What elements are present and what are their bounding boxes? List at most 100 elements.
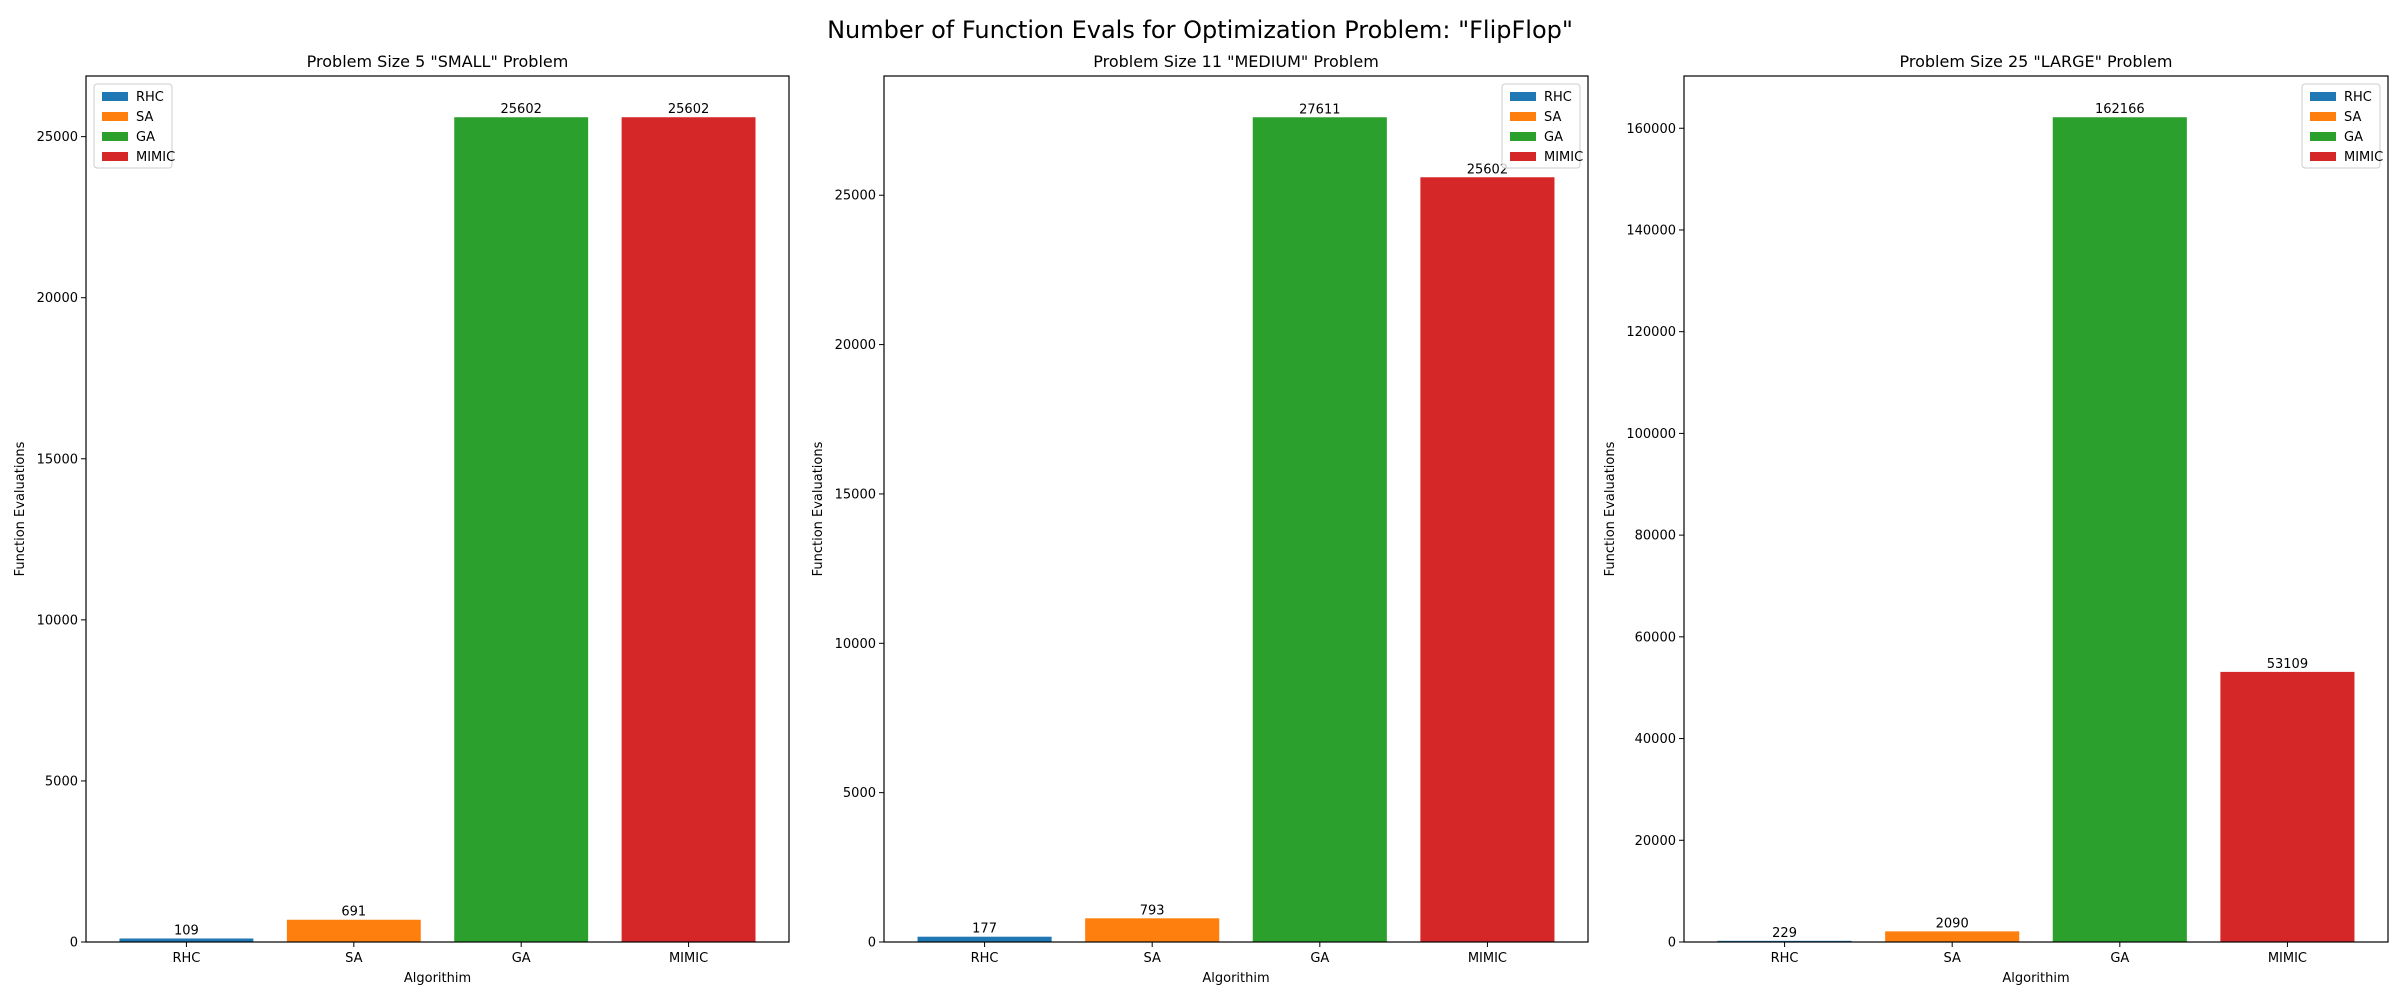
bar-value-label: 53109 <box>2267 657 2308 672</box>
bar-ga <box>1252 117 1387 942</box>
x-axis-label: Algorithim <box>1202 971 1269 986</box>
y-tick-label: 5000 <box>843 786 876 801</box>
axes-frame <box>85 75 790 943</box>
y-tick-label: 20000 <box>835 338 876 353</box>
legend-swatch-sa <box>2310 112 2336 121</box>
legend-box <box>93 83 173 169</box>
x-tick-label: SA <box>1943 951 1960 966</box>
legend-label: GA <box>2344 130 2363 145</box>
y-tick-label: 0 <box>1668 936 1676 951</box>
y-tick-label: 15000 <box>37 452 78 467</box>
x-tick-label: GA <box>512 951 531 966</box>
y-tick-label: 10000 <box>37 613 78 628</box>
bar-value-label: 177 <box>972 922 997 937</box>
y-tick-label: 25000 <box>835 189 876 204</box>
legend-label: SA <box>2344 110 2361 125</box>
chart-title: Problem Size 11 "MEDIUM" Problem <box>1093 52 1379 71</box>
figure-title: Number of Function Evals for Optimizatio… <box>827 16 1573 44</box>
x-tick-label: SA <box>345 951 362 966</box>
legend: RHC SA GA MIMIC <box>93 83 175 169</box>
bar-value-label: 793 <box>1140 903 1165 918</box>
legend-swatch-sa <box>1510 112 1536 121</box>
y-tick-label: 160000 <box>1626 122 1676 137</box>
legend-swatch-ga <box>1510 132 1536 141</box>
bar-ga <box>454 117 589 942</box>
legend-label: RHC <box>136 90 164 105</box>
legend-swatch-rhc <box>1510 92 1536 101</box>
chart-panel-2: Problem Size 11 "MEDIUM" Problem 177 793 27… <box>811 52 1589 986</box>
legend-label: SA <box>136 110 153 125</box>
bar-mimic <box>2220 671 2355 942</box>
y-tick-label: 0 <box>70 936 78 951</box>
x-tick-label: SA <box>1143 951 1160 966</box>
bar-value-label: 25602 <box>501 102 542 117</box>
axes-frame <box>883 75 1589 943</box>
x-tick-label: MIMIC <box>1468 951 1507 966</box>
y-tick-label: 40000 <box>1635 732 1676 747</box>
y-axis-label: Function Evaluations <box>1603 441 1618 576</box>
bar-mimic <box>621 117 756 942</box>
legend-label: SA <box>1544 110 1561 125</box>
legend-swatch-sa <box>102 112 128 121</box>
y-tick-label: 80000 <box>1635 529 1676 544</box>
legend-box <box>1501 83 1581 169</box>
y-tick-label: 0 <box>868 936 876 951</box>
legend-label: RHC <box>2344 90 2372 105</box>
bar-rhc <box>119 938 254 942</box>
y-tick-label: 10000 <box>835 637 876 652</box>
y-tick-label: 120000 <box>1626 325 1676 340</box>
legend-swatch-mimic <box>2310 152 2336 161</box>
bar-rhc <box>917 936 1052 942</box>
y-tick-label: 15000 <box>835 487 876 502</box>
legend-label: GA <box>1544 130 1563 145</box>
x-tick-label: RHC <box>1771 951 1799 966</box>
x-tick-label: RHC <box>172 951 200 966</box>
chart-panel-1: Problem Size 5 "SMALL" Problem 109 691 2560… <box>13 52 790 986</box>
y-axis-label: Function Evaluations <box>811 441 826 576</box>
legend-label: MIMIC <box>2344 150 2383 165</box>
y-tick-label: 140000 <box>1626 223 1676 238</box>
legend-swatch-ga <box>2310 132 2336 141</box>
chart-title: Problem Size 25 "LARGE" Problem <box>1900 52 2173 71</box>
axes-frame <box>1683 75 2389 943</box>
bar-sa <box>1885 931 2020 942</box>
x-tick-label: RHC <box>971 951 999 966</box>
legend: RHC SA GA MIMIC <box>1501 83 1583 169</box>
bar-value-label: 2090 <box>1936 916 1969 931</box>
bar-value-label: 162166 <box>2095 102 2145 117</box>
x-tick-label: MIMIC <box>669 951 708 966</box>
y-tick-label: 20000 <box>1635 834 1676 849</box>
y-tick-label: 5000 <box>45 774 78 789</box>
legend-swatch-rhc <box>2310 92 2336 101</box>
legend-box <box>2301 83 2381 169</box>
bar-value-label: 691 <box>341 905 366 920</box>
y-tick-label: 25000 <box>37 130 78 145</box>
bar-value-label: 25602 <box>668 102 709 117</box>
bar-sa <box>286 919 421 942</box>
x-tick-label: GA <box>1310 951 1329 966</box>
bar-sa <box>1085 918 1220 942</box>
legend-swatch-mimic <box>1510 152 1536 161</box>
y-tick-label: 20000 <box>37 291 78 306</box>
y-tick-label: 100000 <box>1626 427 1676 442</box>
legend-swatch-mimic <box>102 152 128 161</box>
bar-value-label: 25602 <box>1467 162 1508 177</box>
legend-swatch-rhc <box>102 92 128 101</box>
bar-value-label: 229 <box>1772 926 1797 941</box>
bar-value-label: 27611 <box>1299 102 1340 117</box>
legend-label: GA <box>136 130 155 145</box>
x-axis-label: Algorithim <box>404 971 471 986</box>
x-tick-label: MIMIC <box>2268 951 2307 966</box>
legend-swatch-ga <box>102 132 128 141</box>
charts-container: Problem Size 5 "SMALL" Problem 109 691 2560… <box>13 52 2389 986</box>
x-axis-label: Algorithim <box>2002 971 2069 986</box>
bar-mimic <box>1420 177 1555 942</box>
legend-label: MIMIC <box>1544 150 1583 165</box>
x-tick-label: GA <box>2110 951 2129 966</box>
bar-value-label: 109 <box>174 923 199 938</box>
legend: RHC SA GA MIMIC <box>2301 83 2383 169</box>
y-tick-label: 60000 <box>1635 630 1676 645</box>
legend-label: RHC <box>1544 90 1572 105</box>
chart-panel-3: Problem Size 25 "LARGE" Problem 229 2090 16… <box>1603 52 2389 986</box>
